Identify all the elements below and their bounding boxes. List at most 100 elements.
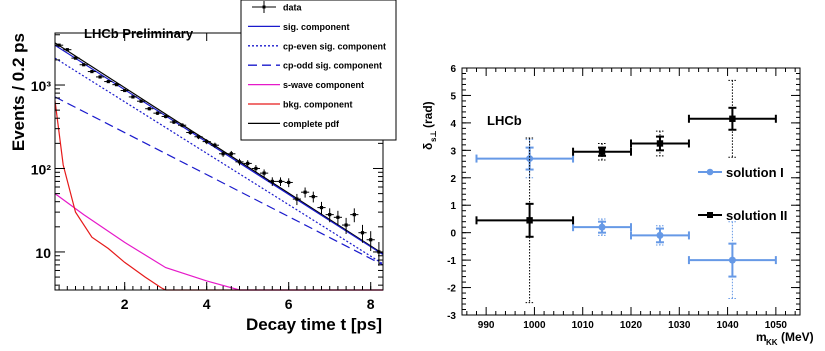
data-point bbox=[292, 193, 301, 206]
right-legend: solution I solution II bbox=[698, 165, 787, 223]
data-points bbox=[55, 43, 383, 266]
data-point bbox=[284, 178, 293, 188]
data-point bbox=[227, 150, 236, 157]
right-x-tick-label: 1010 bbox=[572, 320, 595, 331]
data-point bbox=[137, 99, 146, 103]
right-y-tick-label: 3 bbox=[450, 146, 456, 157]
data-point bbox=[210, 142, 219, 148]
data-marker bbox=[82, 63, 86, 67]
legend-label: cp-even sig. component bbox=[283, 41, 386, 51]
left-y-tick-label: 10³ bbox=[31, 78, 52, 94]
left-x-tick-label: 2 bbox=[121, 296, 129, 312]
data-marker bbox=[98, 75, 102, 79]
right-y-axis-title-unit: (rad) bbox=[421, 101, 435, 128]
data-point bbox=[268, 177, 277, 187]
right-y-axis-title: δ s⊥ (rad) bbox=[421, 101, 438, 150]
data-marker bbox=[65, 48, 69, 52]
solution-1-point bbox=[572, 218, 632, 236]
data-point bbox=[145, 107, 154, 111]
legend-label: bkg. component bbox=[283, 100, 353, 110]
left-plot-frame bbox=[54, 32, 384, 291]
data-marker bbox=[311, 195, 315, 199]
legend: data sig. component cp-even sig. component… bbox=[240, 0, 397, 141]
right-x-tick-label: 1030 bbox=[668, 320, 691, 331]
data-point bbox=[96, 75, 105, 79]
data-point bbox=[301, 187, 310, 198]
data-point bbox=[186, 130, 195, 135]
data-point bbox=[350, 208, 359, 223]
data-marker bbox=[262, 171, 266, 175]
phase-vs-mass-chart: 990 1000 1010 1020 1030 1040 1050 -3 -2 -1 0 1 2 3 4 5 6… bbox=[421, 64, 814, 347]
data-marker bbox=[344, 223, 348, 227]
solution-1-point bbox=[687, 221, 777, 300]
legend-item: complete pdf bbox=[248, 119, 340, 129]
left-y-tick-label: 10 bbox=[35, 245, 51, 261]
legend-box bbox=[240, 0, 397, 141]
data-marker bbox=[246, 161, 250, 166]
data-marker bbox=[369, 238, 373, 242]
right-x-axis-title: m KK (MeV) bbox=[756, 330, 814, 347]
solution-2-point bbox=[630, 130, 690, 157]
legend-label: cp-odd sig. component bbox=[283, 61, 382, 71]
right-x-tick-label: 1000 bbox=[523, 320, 546, 331]
data-marker bbox=[295, 197, 299, 201]
right-x-tick-label: 1020 bbox=[620, 320, 643, 331]
right-y-tick-label: 1 bbox=[450, 201, 456, 212]
data-marker bbox=[229, 152, 233, 156]
curve-s-wave-component bbox=[54, 193, 383, 291]
right-x-axis-title-m: m bbox=[756, 330, 767, 344]
data-marker bbox=[164, 114, 168, 119]
left-y-tick-label: 10² bbox=[31, 161, 52, 177]
right-x-tick-label: 1040 bbox=[716, 320, 739, 331]
left-x-tick-label: 8 bbox=[367, 296, 375, 312]
right-axes: 990 1000 1010 1020 1030 1040 1050 -3 -2 -1 0 1 2 3 4 5 6 bbox=[447, 64, 800, 331]
data-marker bbox=[336, 215, 340, 219]
data-point bbox=[169, 120, 178, 125]
data-point bbox=[342, 217, 351, 234]
data-marker bbox=[114, 83, 119, 87]
circle-marker bbox=[526, 155, 534, 163]
solution-points bbox=[475, 79, 777, 304]
right-legend-marker bbox=[707, 212, 713, 218]
data-marker bbox=[139, 99, 143, 103]
right-annotation: LHCb bbox=[487, 113, 522, 128]
left-x-tick-label: 6 bbox=[285, 296, 293, 312]
data-marker bbox=[188, 130, 192, 135]
data-point bbox=[333, 210, 342, 226]
data-point bbox=[112, 83, 121, 87]
data-point bbox=[63, 48, 72, 52]
left-x-axis-title: Decay time t [ps] bbox=[246, 315, 382, 334]
curve-cp-even-sig-component bbox=[54, 57, 384, 265]
data-point bbox=[104, 79, 113, 84]
right-legend-label: solution II bbox=[726, 208, 787, 223]
right-y-tick-label: -3 bbox=[447, 311, 456, 322]
left-annotation: LHCb Preliminary bbox=[84, 26, 194, 41]
solution-2-point bbox=[475, 137, 575, 304]
data-point bbox=[260, 169, 269, 178]
legend-label: s-wave component bbox=[283, 80, 364, 90]
legend-item: data bbox=[252, 1, 303, 13]
data-marker bbox=[237, 160, 242, 164]
data-marker bbox=[131, 95, 135, 99]
data-marker bbox=[123, 88, 127, 93]
legend-item: cp-even sig. component bbox=[248, 41, 386, 51]
data-point bbox=[358, 224, 367, 243]
right-y-tick-label: 2 bbox=[450, 174, 456, 185]
data-marker bbox=[270, 179, 274, 184]
left-y-axis-title: Events / 0.2 ps bbox=[9, 33, 28, 151]
legend-label: data bbox=[283, 3, 303, 13]
right-y-tick-label: 0 bbox=[450, 229, 456, 240]
data-point bbox=[235, 158, 244, 166]
right-y-axis-title-sub: s⊥ bbox=[429, 130, 438, 142]
square-marker bbox=[598, 148, 606, 155]
left-x-tick-label: 4 bbox=[203, 296, 211, 312]
data-point bbox=[71, 56, 80, 60]
right-x-axis-title-unit: (MeV) bbox=[781, 330, 814, 344]
circle-marker bbox=[598, 223, 606, 231]
data-marker bbox=[73, 56, 78, 60]
circle-marker bbox=[656, 231, 664, 239]
right-x-axis-title-sub: KK bbox=[766, 338, 778, 347]
data-point bbox=[194, 134, 203, 140]
solution-1-point bbox=[475, 138, 575, 179]
right-legend-item: solution II bbox=[698, 208, 787, 223]
